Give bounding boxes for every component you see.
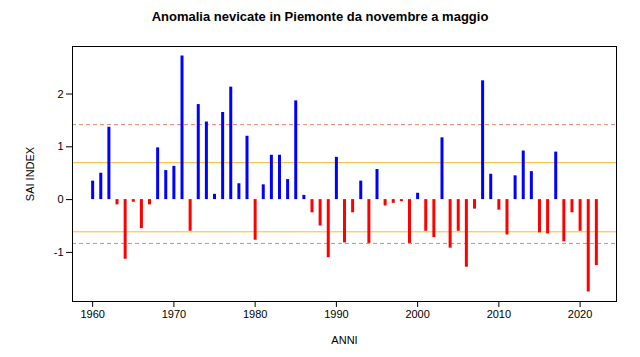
svg-text:1980: 1980 xyxy=(243,308,267,320)
svg-text:2: 2 xyxy=(57,88,63,100)
svg-text:ANNI: ANNI xyxy=(331,334,357,346)
svg-text:1960: 1960 xyxy=(80,308,104,320)
svg-text:2000: 2000 xyxy=(405,308,429,320)
svg-text:1: 1 xyxy=(57,140,63,152)
svg-text:0: 0 xyxy=(57,193,63,205)
svg-text:SAI INDEX: SAI INDEX xyxy=(24,146,36,201)
svg-text:2020: 2020 xyxy=(568,308,592,320)
svg-text:-1: -1 xyxy=(54,246,64,258)
svg-text:1970: 1970 xyxy=(162,308,186,320)
svg-text:2010: 2010 xyxy=(487,308,511,320)
html-text:Anomalia nevicate in Piemonte: Anomalia nevicate in Piemonte da novembr… xyxy=(151,9,489,24)
svg-text:1990: 1990 xyxy=(324,308,348,320)
